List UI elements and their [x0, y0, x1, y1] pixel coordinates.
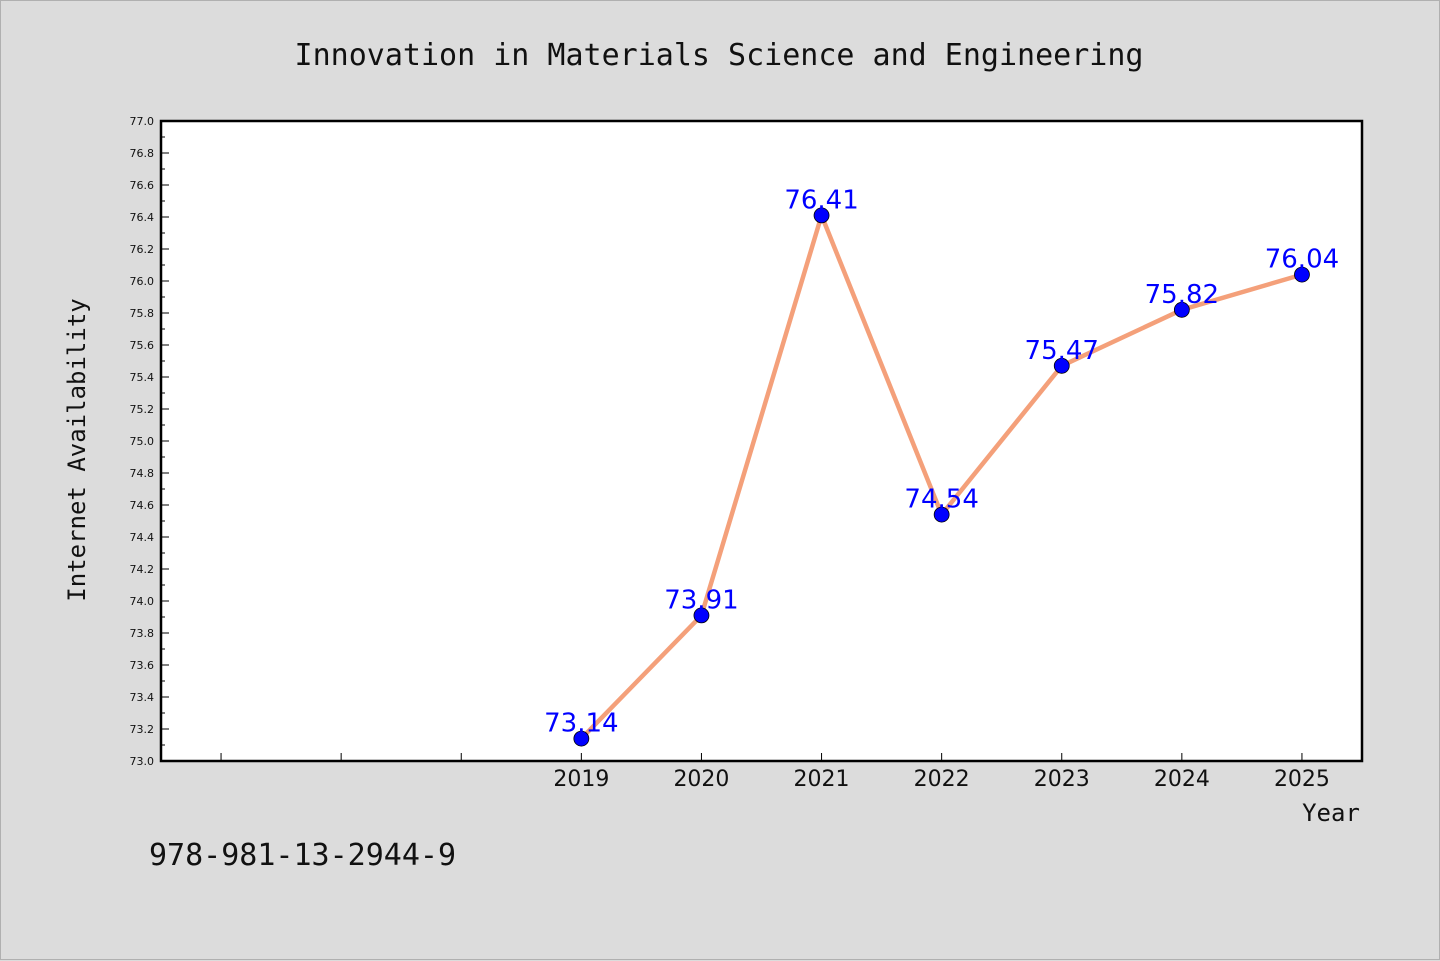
data-point	[1294, 266, 1310, 283]
data-label: 76.41	[784, 185, 858, 215]
data-point	[813, 207, 830, 224]
y-tick-label: 76.2	[130, 243, 155, 256]
y-tick-label: 74.2	[130, 563, 155, 576]
x-tick-label: 2024	[1154, 767, 1210, 792]
x-tick-label: 2021	[794, 767, 850, 792]
x-tick-label: 2019	[553, 767, 609, 792]
x-tick-label: 2025	[1274, 767, 1330, 792]
x-tick-label: 2023	[1034, 767, 1090, 792]
y-tick-label: 76.8	[130, 147, 155, 160]
y-tick-label: 76.6	[130, 179, 155, 192]
y-tick-label: 75.4	[130, 371, 155, 384]
y-tick-label: 74.4	[130, 531, 155, 544]
data-point	[693, 607, 710, 624]
data-point	[573, 730, 590, 747]
data-label: 75.47	[1025, 336, 1099, 366]
data-label: 75.82	[1145, 280, 1219, 310]
data-label: 76.04	[1265, 245, 1339, 275]
data-label: 73.14	[544, 709, 618, 739]
y-tick-label: 75.8	[130, 307, 155, 320]
series-layer: 73.14 73.91 76.41 74.54 75.47 75.82 76.04	[544, 185, 1339, 747]
y-tick-label: 77.0	[130, 115, 155, 128]
y-tick-label: 75.0	[130, 435, 155, 448]
x-axis-label: Year	[1302, 799, 1360, 827]
y-tick-label: 75.6	[130, 339, 155, 352]
y-tick-label: 73.8	[130, 627, 155, 640]
x-tick-label: 2022	[914, 767, 970, 792]
data-point	[933, 506, 950, 523]
y-tick-label: 76.0	[130, 275, 155, 288]
data-label: 73.91	[664, 585, 738, 615]
x-tick-label: 2020	[673, 767, 729, 792]
data-point	[1053, 357, 1070, 374]
y-tick-label: 73.2	[130, 723, 155, 736]
x-axis: 2019 2020 2021 2022 2023 2024 2025	[220, 753, 1330, 792]
data-label: 74.54	[904, 485, 978, 515]
y-tick-label: 73.6	[130, 659, 155, 672]
y-tick-label: 76.4	[130, 211, 155, 224]
y-tick-label: 73.4	[130, 691, 155, 704]
y-axis: 73.0 73.2 73.4 73.6 73.8 74.0 74.2 74.4 74.6 74.8…	[130, 115, 169, 768]
y-tick-label: 74.8	[130, 467, 155, 480]
footer-text: 978-981-13-2944-9	[149, 838, 456, 873]
plot-area	[159, 119, 1364, 763]
chart-title: Innovation in Materials Science and Engi…	[295, 38, 1144, 73]
y-tick-label: 74.0	[130, 595, 155, 608]
data-point	[1173, 301, 1190, 318]
y-tick-label: 75.2	[130, 403, 155, 416]
y-axis-label: Internet Availability	[63, 298, 91, 601]
y-tick-label: 73.0	[130, 755, 155, 768]
y-tick-label: 74.6	[130, 499, 155, 512]
